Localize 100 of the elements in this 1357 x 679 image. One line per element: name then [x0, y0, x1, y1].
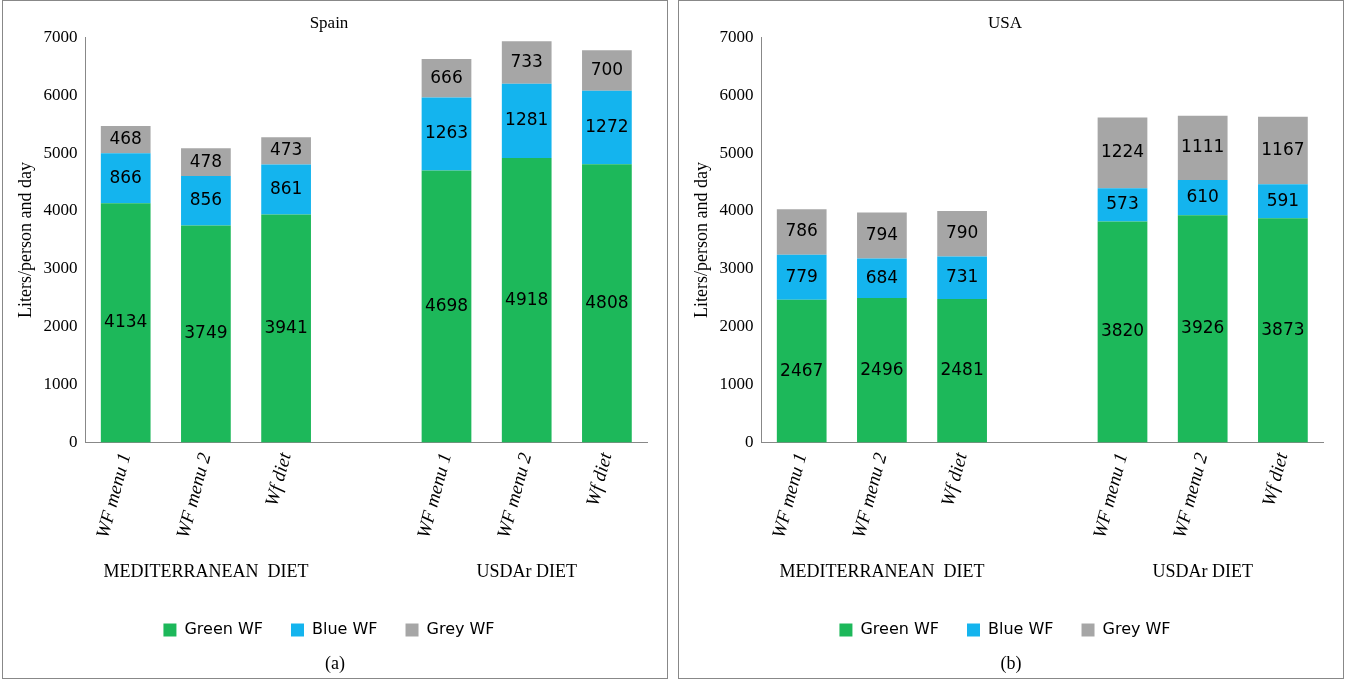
- data-label: 591: [1266, 189, 1300, 210]
- data-label: 3820: [1100, 320, 1145, 341]
- y-tick-label: 5000: [719, 142, 754, 162]
- y-tick-label: 6000: [719, 84, 754, 104]
- data-label: 2467: [780, 359, 824, 380]
- legend-label: Green WF: [860, 619, 939, 639]
- y-tick-label: 3000: [719, 258, 754, 278]
- bar: [1177, 215, 1228, 443]
- data-label: 1111: [1181, 136, 1225, 157]
- bar: [501, 157, 552, 443]
- legend-label: Grey WF: [426, 619, 495, 639]
- bar: [1258, 218, 1308, 443]
- y-axis-title: Liters/person and day: [14, 161, 35, 318]
- bar: [582, 164, 632, 443]
- bar: [181, 225, 231, 443]
- y-tick-label: 7000: [719, 26, 754, 46]
- data-label: 1263: [424, 122, 469, 143]
- text: USDAr DIET: [1152, 560, 1253, 581]
- x-tick-label: WF menu 2: [171, 449, 215, 541]
- bar: [937, 298, 987, 443]
- text: (a): [325, 652, 345, 674]
- data-label: 3926: [1181, 317, 1225, 338]
- legend-label: Blue WF: [312, 619, 378, 639]
- data-label: 786: [785, 220, 818, 241]
- bar: [421, 97, 472, 171]
- data-label: 478: [189, 150, 223, 171]
- data-label: 794: [865, 223, 899, 244]
- legend-label: Blue WF: [988, 619, 1054, 639]
- bar: [776, 254, 827, 300]
- y-tick-label: 3000: [43, 258, 78, 278]
- data-label: 4808: [585, 291, 629, 312]
- chart-title: Spain: [309, 12, 349, 32]
- bar: [261, 164, 311, 215]
- data-label: 4134: [104, 311, 148, 332]
- bar: [100, 203, 151, 443]
- text: MEDITERRANEAN DIET: [779, 560, 985, 581]
- bar: [501, 83, 552, 158]
- legend-label: Green WF: [184, 619, 263, 639]
- data-label: 1281: [505, 109, 549, 130]
- y-tick-label: 2000: [43, 316, 78, 336]
- bar: [582, 90, 632, 165]
- y-axis-title: Liters/person and day: [690, 161, 711, 318]
- data-label: 573: [1106, 193, 1139, 214]
- data-label: 779: [785, 265, 818, 286]
- bar: [857, 298, 907, 443]
- x-tick-label: WF menu 1: [1088, 450, 1132, 541]
- data-label: 700: [590, 58, 624, 79]
- data-label: 731: [945, 266, 979, 287]
- bar: [421, 170, 472, 443]
- bar: [1177, 115, 1228, 180]
- data-label: 733: [510, 50, 543, 71]
- bar: [937, 256, 987, 299]
- bar: [1097, 117, 1148, 189]
- bar: [776, 299, 827, 443]
- y-tick-label: 1000: [43, 374, 78, 394]
- x-tick-label: Wf diet: [936, 449, 971, 509]
- bar: [100, 153, 151, 204]
- data-label: 790: [945, 222, 979, 243]
- y-tick-label: 2000: [719, 316, 754, 336]
- bar: [181, 176, 231, 226]
- data-label: 1272: [585, 115, 629, 136]
- data-label: 856: [189, 189, 223, 210]
- y-tick-label: 0: [745, 431, 754, 451]
- text: (b): [1000, 652, 1022, 674]
- text: MEDITERRANEAN DIET: [103, 560, 309, 581]
- data-label: 3749: [184, 322, 228, 343]
- data-label: 1224: [1100, 141, 1145, 162]
- y-tick-label: 5000: [43, 142, 78, 162]
- bar: [582, 50, 632, 91]
- y-tick-label: 1000: [719, 374, 754, 394]
- data-label: 473: [269, 139, 303, 160]
- x-tick-label: WF menu 1: [91, 450, 135, 541]
- x-tick-label: WF menu 1: [412, 450, 456, 541]
- chart-title: USA: [987, 12, 1023, 32]
- bar: [261, 214, 311, 443]
- data-label: 861: [269, 177, 303, 198]
- data-label: 610: [1186, 186, 1219, 207]
- data-label: 468: [109, 128, 142, 149]
- data-label: 1167: [1261, 138, 1305, 159]
- y-tick-label: 4000: [43, 200, 78, 220]
- data-label: 866: [109, 166, 142, 187]
- x-tick-label: WF menu 2: [847, 449, 891, 541]
- data-label: 684: [865, 266, 899, 287]
- x-tick-label: Wf diet: [260, 449, 295, 509]
- legend-label: Grey WF: [1102, 619, 1171, 639]
- x-tick-label: WF menu 2: [1168, 449, 1212, 541]
- bar: [776, 209, 827, 255]
- x-tick-label: Wf diet: [581, 449, 616, 509]
- data-label: 3941: [264, 316, 308, 337]
- data-label: 4698: [424, 294, 469, 315]
- bar: [501, 41, 552, 84]
- y-tick-label: 4000: [719, 200, 754, 220]
- y-tick-label: 6000: [43, 84, 78, 104]
- data-label: 666: [430, 66, 463, 87]
- data-label: 3873: [1261, 318, 1305, 339]
- y-tick-label: 7000: [43, 26, 78, 46]
- x-tick-label: WF menu 2: [492, 449, 536, 541]
- x-tick-label: WF menu 1: [767, 450, 811, 541]
- x-tick-label: Wf diet: [1257, 449, 1292, 509]
- data-label: 4918: [505, 288, 549, 309]
